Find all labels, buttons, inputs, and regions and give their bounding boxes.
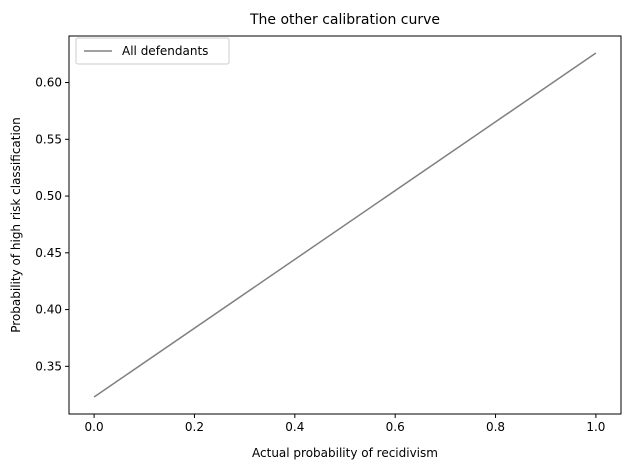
x-axis-ticks: 0.0 0.2 0.4 0.6 0.8 1.0 (85, 414, 605, 434)
x-tick-label: 1.0 (586, 420, 605, 434)
y-axis-ticks: 0.35 0.40 0.45 0.50 0.55 0.60 (35, 76, 69, 373)
x-tick-label: 0.2 (185, 420, 204, 434)
y-tick-label: 0.35 (35, 359, 62, 373)
y-tick-label: 0.50 (35, 189, 62, 203)
series-line (93, 52, 597, 398)
x-tick-label: 0.4 (285, 420, 304, 434)
x-tick-label: 0.0 (85, 420, 104, 434)
y-tick-label: 0.55 (35, 132, 62, 146)
y-tick-label: 0.45 (35, 246, 62, 260)
x-axis-label: Actual probability of recidivism (252, 446, 438, 460)
chart-title: The other calibration curve (249, 12, 440, 28)
y-tick-label: 0.60 (35, 76, 62, 90)
plot-area-frame (68, 35, 622, 415)
legend-label-all-defendants: All defendants (122, 44, 208, 58)
x-tick-label: 0.6 (386, 420, 405, 434)
y-axis-label: Probability of high risk classification (9, 117, 23, 333)
series-layer (93, 52, 597, 398)
legend-box (75, 37, 230, 65)
x-tick-label: 0.8 (486, 420, 505, 434)
legend: All defendants (75, 37, 230, 65)
y-tick-label: 0.40 (35, 303, 62, 317)
